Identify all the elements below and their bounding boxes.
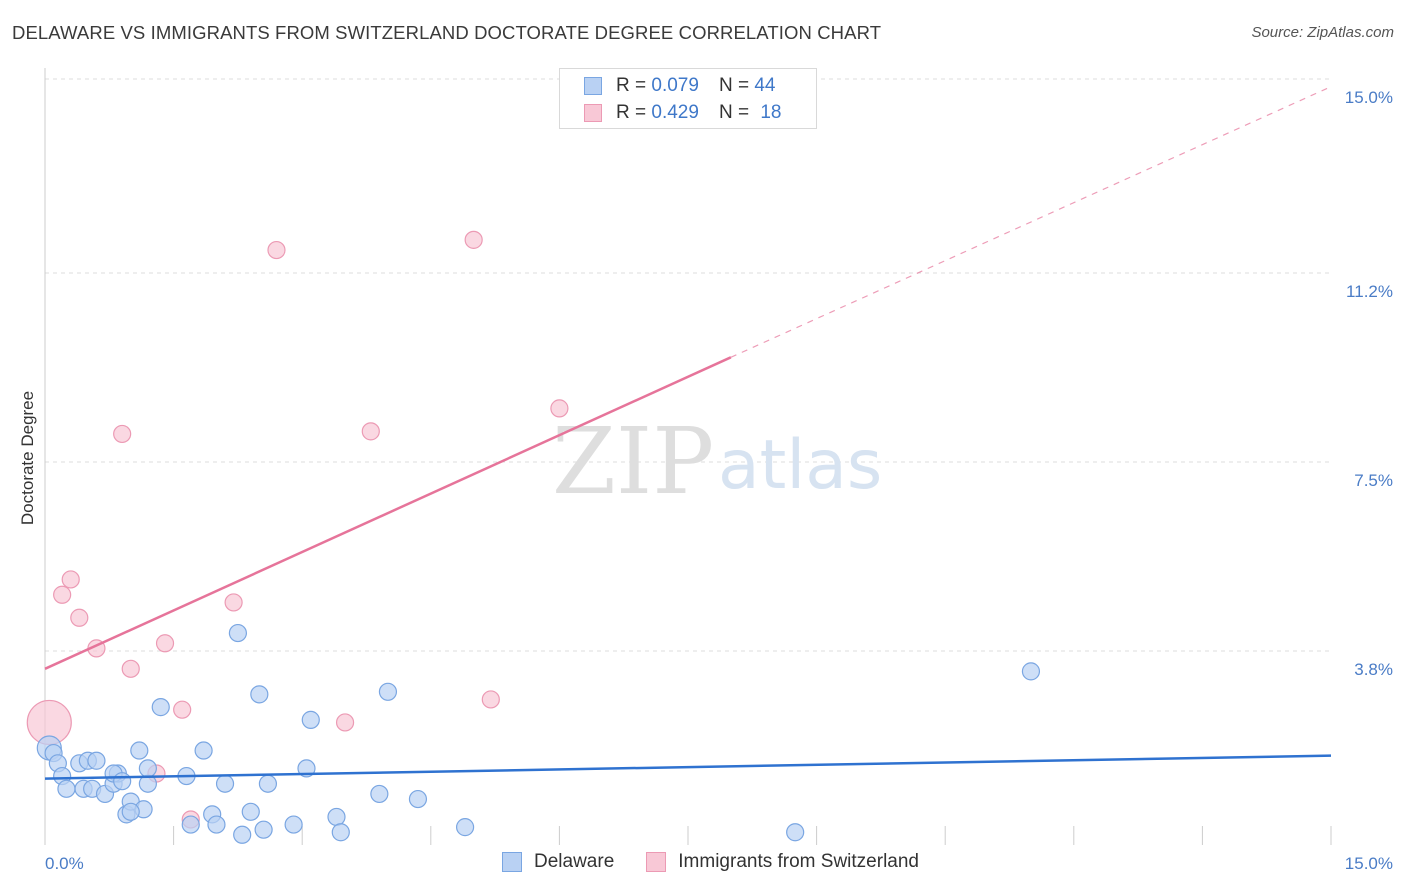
switzerland-point-11 bbox=[224, 593, 243, 612]
legend-n-value-delaware: 44 bbox=[754, 75, 776, 96]
legend-r-value-switzerland: 0.429 bbox=[651, 102, 699, 123]
delaware-point-21 bbox=[151, 698, 170, 717]
switzerland-point-12 bbox=[267, 240, 286, 260]
delaware-point-28 bbox=[215, 774, 235, 793]
y-tick-label-3: 15.0% bbox=[1345, 88, 1393, 107]
data-points bbox=[26, 230, 1041, 844]
gridlines bbox=[45, 78, 1331, 652]
y-tick-label-0: 3.8% bbox=[1354, 660, 1393, 679]
series-label-delaware: Delaware bbox=[534, 851, 615, 872]
delaware-point-44 bbox=[786, 823, 805, 842]
switzerland-point-2 bbox=[61, 570, 80, 589]
switzerland-point-1 bbox=[53, 585, 72, 604]
delaware-point-27 bbox=[207, 815, 226, 834]
switzerland-point-8 bbox=[155, 634, 175, 653]
delaware-point-19 bbox=[121, 802, 140, 821]
delaware-point-42 bbox=[408, 789, 428, 809]
x-tick-label-0: 0.0% bbox=[45, 854, 84, 873]
series-label-switzerland: Immigrants from Switzerland bbox=[678, 851, 919, 872]
delaware-point-24 bbox=[181, 815, 200, 834]
delaware-point-14 bbox=[113, 772, 132, 791]
legend-r-value-delaware: 0.079 bbox=[651, 75, 699, 96]
delaware-point-34 bbox=[258, 774, 278, 793]
watermark-zip: ZIP bbox=[552, 408, 714, 515]
delaware-point-32 bbox=[250, 685, 269, 704]
y-axis-label: Doctorate Degree bbox=[18, 391, 37, 525]
switzerland-point-5 bbox=[113, 424, 132, 444]
switzerland-point-13 bbox=[335, 713, 355, 732]
legend-r-label: R = bbox=[616, 102, 647, 123]
legend-n-value-switzerland: 18 bbox=[760, 102, 782, 123]
series-legend-delaware: Delaware bbox=[502, 851, 614, 873]
legend-n-label: N = bbox=[718, 102, 750, 123]
delaware-point-4 bbox=[57, 779, 76, 798]
switzerland-point-14 bbox=[361, 422, 380, 441]
delaware-point-29 bbox=[228, 623, 247, 643]
delaware-point-37 bbox=[301, 710, 320, 729]
delaware-point-40 bbox=[370, 784, 389, 804]
switzerland-point-17 bbox=[550, 399, 569, 418]
series-legend: Delaware Immigrants from Switzerland bbox=[502, 851, 951, 873]
legend-n-label: N = bbox=[718, 75, 750, 96]
switzerland-point-9 bbox=[173, 700, 192, 719]
delaware-point-9 bbox=[87, 751, 106, 770]
y-tick-label-1: 7.5% bbox=[1354, 471, 1393, 490]
trend-lines bbox=[44, 86, 1332, 780]
switzerland-trend-extension bbox=[730, 86, 1332, 358]
delaware-point-22 bbox=[138, 759, 157, 778]
legend-swatch-delaware bbox=[584, 77, 602, 95]
series-swatch-switzerland bbox=[646, 852, 667, 872]
watermark: ZIP atlas bbox=[552, 408, 882, 515]
series-legend-switzerland: Immigrants from Switzerland bbox=[646, 851, 919, 873]
delaware-point-25 bbox=[194, 741, 213, 760]
legend-row-switzerland: R = 0.429 N = 18 bbox=[584, 100, 781, 126]
delaware-point-30 bbox=[233, 825, 252, 844]
delaware-point-31 bbox=[241, 802, 260, 821]
legend-r-label: R = bbox=[616, 75, 647, 96]
switzerland-point-15 bbox=[464, 230, 483, 249]
switzerland-point-6 bbox=[121, 659, 140, 678]
y-tick-label-2: 11.2% bbox=[1346, 282, 1393, 301]
chart-title: DELAWARE VS IMMIGRANTS FROM SWITZERLAND … bbox=[12, 22, 882, 43]
delaware-point-43 bbox=[455, 818, 475, 837]
legend-row-delaware: R = 0.079 N = 44 bbox=[584, 73, 775, 99]
switzerland-trend-line bbox=[44, 356, 732, 670]
series-swatch-delaware bbox=[502, 852, 522, 872]
delaware-point-38 bbox=[327, 807, 346, 827]
source-label: Source: ZipAtlas.com bbox=[1251, 24, 1394, 41]
delaware-point-17 bbox=[130, 741, 149, 760]
switzerland-point-3 bbox=[70, 608, 89, 627]
delaware-trend-line bbox=[44, 754, 1332, 780]
delaware-point-41 bbox=[378, 682, 398, 701]
delaware-point-39 bbox=[331, 823, 350, 842]
watermark-atlas: atlas bbox=[718, 426, 882, 505]
legend: R = 0.079 N = 44 R = 0.429 N = 18 bbox=[559, 68, 817, 129]
delaware-point-35 bbox=[284, 815, 303, 834]
x-tick-label-1: 15.0% bbox=[1345, 854, 1393, 873]
legend-swatch-switzerland bbox=[584, 104, 602, 122]
delaware-point-33 bbox=[254, 820, 273, 839]
switzerland-point-16 bbox=[481, 690, 500, 709]
delaware-point-45 bbox=[1021, 662, 1041, 681]
tick-labels: 3.8% 7.5% 11.2% 15.0% 0.0% 15.0% bbox=[45, 88, 1393, 873]
